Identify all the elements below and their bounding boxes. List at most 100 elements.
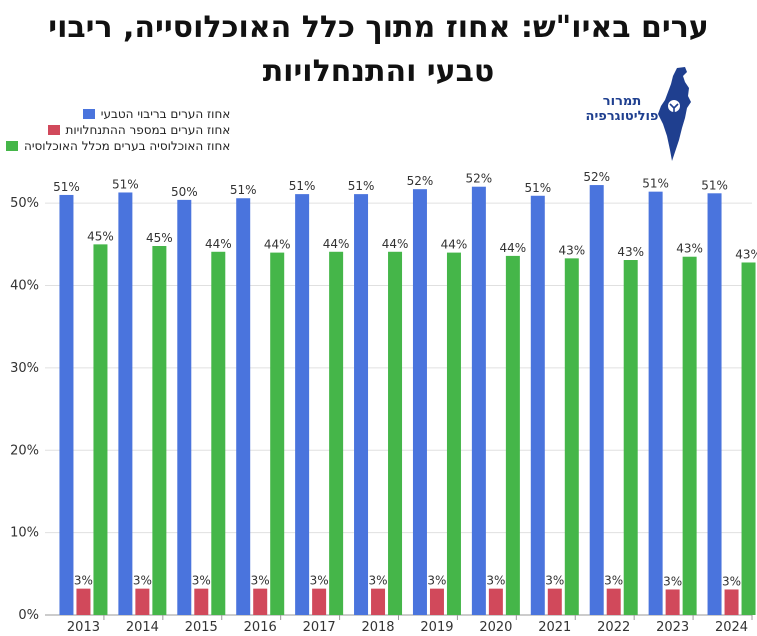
bar — [59, 194, 74, 616]
data-label: 3% — [427, 574, 446, 588]
bar — [741, 262, 756, 615]
data-label: 44% — [441, 238, 468, 252]
data-label: 3% — [74, 574, 93, 588]
bar — [118, 192, 133, 615]
legend-swatch-blue — [82, 109, 95, 119]
x-tick-label: 2020 — [479, 620, 512, 635]
data-label: 3% — [545, 574, 564, 588]
legend-item-population: אחוז האוכלוסיה בערים מכלל האוכלוסיה — [6, 138, 230, 154]
bar — [429, 588, 444, 615]
data-label: 51% — [53, 180, 80, 194]
bar — [471, 186, 486, 615]
bar — [707, 193, 722, 615]
data-label: 3% — [722, 574, 741, 588]
x-tick-label: 2024 — [715, 620, 748, 635]
title-line-1: ערים באיו"ש: אחוז מתוך כלל האוכלוסייה, ר… — [48, 10, 709, 45]
bar — [412, 189, 427, 615]
y-tick-label: 0% — [18, 608, 39, 623]
logo: תמרור פוליטוגרפיה — [583, 66, 733, 162]
bar — [312, 588, 327, 615]
y-tick-label: 30% — [10, 361, 39, 376]
data-label: 43% — [735, 247, 757, 261]
bar — [547, 588, 562, 615]
bar — [270, 252, 285, 615]
bar — [388, 251, 403, 615]
legend-swatch-red — [47, 125, 60, 135]
x-tick-label: 2017 — [303, 620, 336, 635]
data-label: 44% — [323, 237, 350, 251]
x-tick-label: 2023 — [656, 620, 689, 635]
y-tick-label: 50% — [10, 196, 39, 211]
x-tick-label: 2019 — [420, 620, 453, 635]
bar — [152, 246, 167, 615]
bar — [446, 252, 461, 615]
data-label: 44% — [382, 237, 409, 251]
bar — [623, 260, 638, 615]
bar — [589, 185, 604, 615]
data-label: 3% — [192, 574, 211, 588]
data-label: 52% — [466, 172, 493, 186]
data-label: 43% — [558, 243, 585, 257]
bar — [665, 589, 680, 615]
data-label: 51% — [230, 183, 257, 197]
data-label: 45% — [87, 229, 114, 243]
data-label: 3% — [251, 574, 270, 588]
bar — [177, 199, 192, 615]
legend-item-settlements: אחוז הערים במספר ההתנחלויות — [6, 122, 230, 138]
data-label: 45% — [146, 231, 173, 245]
legend-label-settlements: אחוז הערים במספר ההתנחלויות — [65, 123, 231, 137]
bar — [564, 258, 579, 615]
bar — [211, 251, 226, 615]
x-tick-label: 2013 — [67, 620, 100, 635]
data-label: 51% — [289, 179, 316, 193]
data-label: 43% — [676, 242, 703, 256]
y-tick-label: 20% — [10, 443, 39, 458]
data-label: 51% — [112, 177, 139, 191]
legend-label-natural-growth: אחוז הערים בריבוי הטבעי — [100, 107, 231, 121]
data-label: 44% — [500, 241, 527, 255]
bar — [194, 588, 209, 615]
israel-map-icon — [658, 67, 691, 161]
bar — [93, 244, 108, 615]
bar — [371, 588, 386, 615]
bar — [505, 255, 520, 616]
logo-line-1: תמרור — [602, 94, 642, 109]
data-label: 3% — [310, 574, 329, 588]
x-tick-label: 2021 — [538, 620, 571, 635]
x-tick-label: 2015 — [185, 620, 218, 635]
data-label: 52% — [407, 174, 434, 188]
bar — [682, 256, 697, 615]
x-tick-label: 2016 — [244, 620, 277, 635]
logo-line-2: פוליטוגרפיה — [585, 109, 659, 124]
y-tick-label: 10% — [10, 526, 39, 541]
legend-item-natural-growth: אחוז הערים בריבוי הטבעי — [6, 106, 230, 122]
data-label: 50% — [171, 185, 198, 199]
bar — [648, 191, 663, 615]
data-label: 3% — [486, 574, 505, 588]
data-label: 51% — [348, 179, 375, 193]
data-label: 3% — [369, 574, 388, 588]
data-label: 51% — [642, 177, 669, 191]
data-label: 52% — [583, 170, 610, 184]
logo-text: תמרור פוליטוגרפיה — [583, 94, 661, 124]
bar — [530, 195, 545, 615]
title-line-2: טבעי והתנחלויות — [262, 54, 495, 89]
data-label: 44% — [264, 238, 291, 252]
legend-swatch-green — [6, 141, 18, 151]
data-label: 44% — [205, 237, 232, 251]
bar — [724, 589, 739, 615]
bar — [295, 194, 310, 615]
bar — [76, 588, 91, 615]
data-label: 3% — [604, 574, 623, 588]
data-label: 51% — [524, 181, 551, 195]
bar — [606, 588, 621, 615]
data-label: 43% — [617, 245, 644, 259]
legend: אחוז הערים בריבוי הטבעי אחוז הערים במספר… — [6, 106, 230, 154]
x-tick-label: 2022 — [597, 620, 630, 635]
legend-label-population: אחוז האוכלוסיה בערים מכלל האוכלוסיה — [24, 139, 231, 153]
bar — [354, 194, 369, 615]
x-tick-label: 2014 — [126, 620, 159, 635]
x-tick-label: 2018 — [361, 620, 394, 635]
data-label: 51% — [701, 178, 728, 192]
